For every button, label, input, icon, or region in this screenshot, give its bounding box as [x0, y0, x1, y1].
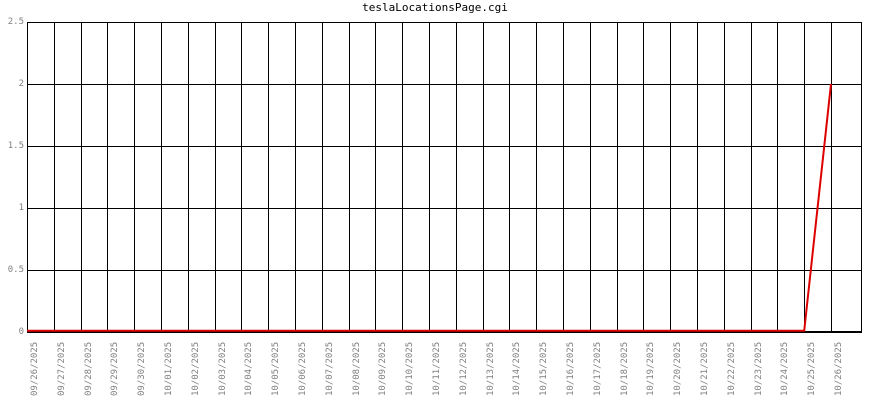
x-axis-tick-label: 10/14/2025	[512, 341, 522, 396]
x-axis-tick-label: 09/30/2025	[137, 341, 147, 396]
x-axis-tick-label: 10/11/2025	[432, 341, 442, 396]
x-axis-tick-label: 10/07/2025	[325, 341, 335, 396]
x-axis-tick-label: 09/29/2025	[110, 341, 120, 396]
x-axis-tick-label: 10/22/2025	[727, 341, 737, 396]
y-axis-tick-label: 2	[18, 79, 24, 89]
x-axis-tick-label: 10/10/2025	[405, 341, 415, 396]
y-axis-tick-label: 1.5	[7, 141, 24, 151]
x-axis-tick-label: 10/16/2025	[566, 341, 576, 396]
x-axis-tick-label: 10/24/2025	[780, 341, 790, 396]
x-axis-tick-label: 10/21/2025	[700, 341, 710, 396]
x-axis-tick-label: 10/05/2025	[271, 341, 281, 396]
x-axis-tick-label: 09/27/2025	[57, 341, 67, 396]
x-axis-tick-label: 10/04/2025	[244, 341, 254, 396]
x-axis-tick-label: 09/26/2025	[30, 341, 40, 396]
x-axis-tick-label: 10/12/2025	[459, 341, 469, 396]
x-axis-tick-label: 10/18/2025	[620, 341, 630, 396]
y-axis-tick-label: 0.5	[7, 265, 24, 275]
x-axis-tick-label: 10/25/2025	[807, 341, 817, 396]
x-axis-tick-label: 10/02/2025	[191, 341, 201, 396]
x-axis-tick-label: 10/17/2025	[593, 341, 603, 396]
x-axis-tick-label: 10/13/2025	[486, 341, 496, 396]
x-axis-tick-label: 10/15/2025	[539, 341, 549, 396]
x-axis-tick-label: 10/06/2025	[298, 341, 308, 396]
y-axis-tick-label: 0	[18, 327, 24, 337]
x-axis-tick-label: 10/26/2025	[834, 341, 844, 396]
chart-title: teslaLocationsPage.cgi	[362, 1, 508, 14]
y-axis-tick-labels: 0 0.5 1 1.5 2 2.5	[0, 0, 24, 400]
x-axis-tick-label: 10/08/2025	[352, 341, 362, 396]
x-axis-tick-label: 09/28/2025	[84, 341, 94, 396]
x-axis-tick-label: 10/09/2025	[378, 341, 388, 396]
x-axis-tick-label: 10/19/2025	[646, 341, 656, 396]
x-axis-tick-label: 10/01/2025	[164, 341, 174, 396]
x-axis-tick-label: 10/23/2025	[754, 341, 764, 396]
x-axis-tick-label: 10/03/2025	[218, 341, 228, 396]
y-axis-tick-label: 1	[18, 203, 24, 213]
x-axis-tick-label: 10/20/2025	[673, 341, 683, 396]
y-axis-tick-label: 2.5	[7, 17, 24, 27]
